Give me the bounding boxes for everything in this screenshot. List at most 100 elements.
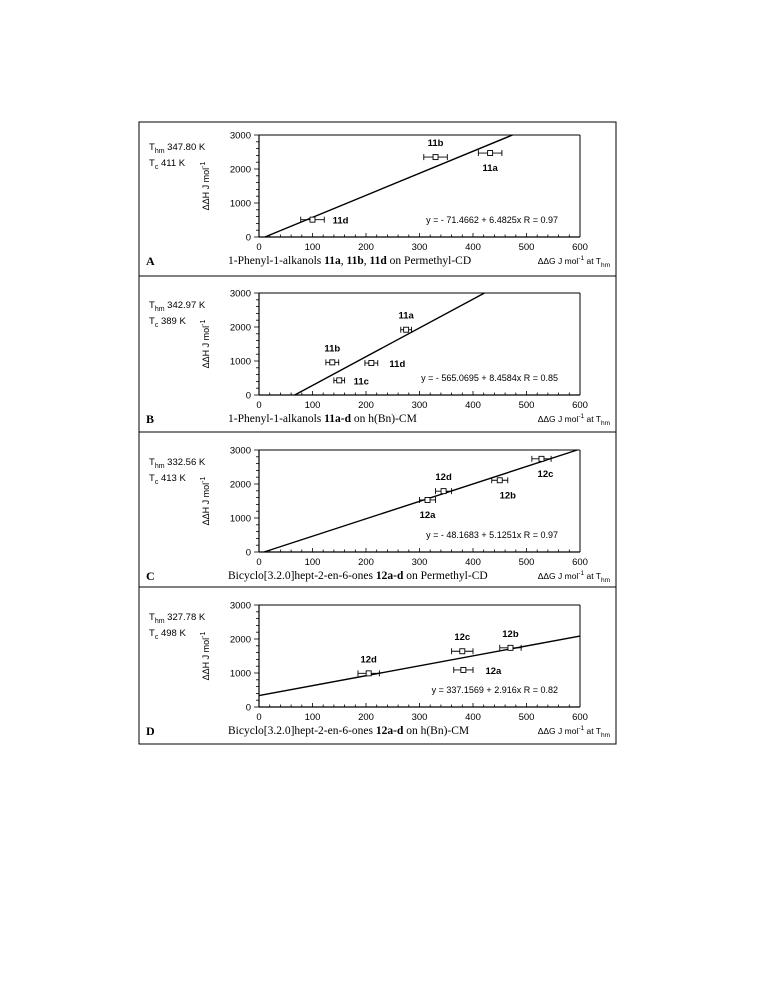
x-axis-title-sub: hm bbox=[601, 262, 610, 269]
x-axis-title-mid: at T bbox=[584, 571, 601, 581]
x-tick-label: 400 bbox=[465, 712, 481, 723]
panel-caption: Bicyclo[3.2.0]hept-2-en-6-ones 12a-d on … bbox=[228, 725, 469, 737]
x-tick-label: 200 bbox=[358, 242, 374, 253]
point-label: 11a bbox=[398, 311, 414, 322]
point-label: 11d bbox=[389, 359, 405, 370]
stat-thm-sub: hm bbox=[155, 148, 165, 155]
caption-part: , bbox=[341, 255, 347, 267]
x-axis-title-main: ΔΔG J mol bbox=[538, 256, 579, 266]
stat-thm-sub: hm bbox=[155, 463, 165, 470]
panel-caption: 1-Phenyl-1-alkanols 11a-d on h(Bn)-CM bbox=[228, 413, 417, 425]
stat-tc-symbol: T bbox=[149, 473, 155, 484]
data-point-11a bbox=[403, 326, 410, 333]
x-tick-label: 0 bbox=[256, 400, 261, 411]
y-tick-label: 1000 bbox=[230, 669, 251, 680]
x-axis-title-mid: at T bbox=[584, 256, 601, 266]
caption-part: 12a-d bbox=[376, 725, 404, 737]
x-axis-title-sup: -1 bbox=[578, 725, 584, 732]
x-axis-title-sup: -1 bbox=[578, 255, 584, 262]
x-tick-label: 0 bbox=[256, 712, 261, 723]
x-tick-label: 600 bbox=[572, 557, 588, 568]
x-tick-label: 200 bbox=[358, 400, 374, 411]
stat-thm-sub: hm bbox=[155, 306, 165, 313]
caption-part: on Permethyl-CD bbox=[387, 255, 471, 267]
data-point-11c bbox=[336, 377, 343, 384]
y-axis-title: ΔΔH J mol-1 bbox=[200, 320, 211, 369]
caption-part: 1-Phenyl-1-alkanols bbox=[228, 413, 324, 425]
x-tick-label: 600 bbox=[572, 400, 588, 411]
point-label: 12c bbox=[538, 469, 554, 480]
data-point-12a bbox=[460, 666, 467, 673]
stat-thm-symbol: T bbox=[149, 457, 155, 468]
x-axis-title-mid: at T bbox=[584, 726, 601, 736]
stat-thm-sub: hm bbox=[155, 618, 165, 625]
caption-part: on h(Bn)-CM bbox=[403, 725, 469, 737]
stat-tc-symbol: T bbox=[149, 158, 155, 169]
x-axis-title: ΔΔG J mol-1 at Thm bbox=[538, 413, 610, 427]
y-axis-title-main: ΔΔH J mol bbox=[201, 168, 211, 211]
x-axis-title-mid: at T bbox=[584, 414, 601, 424]
x-tick-label: 600 bbox=[572, 712, 588, 723]
point-label: 12b bbox=[500, 490, 517, 501]
x-tick-label: 500 bbox=[519, 400, 535, 411]
x-tick-label: 500 bbox=[519, 242, 535, 253]
stat-tc-symbol: T bbox=[149, 316, 155, 327]
panel-letter: A bbox=[146, 254, 155, 268]
stat-tc-value: 498 K bbox=[158, 628, 186, 639]
x-tick-label: 100 bbox=[305, 712, 321, 723]
stat-tc: Tc 498 K bbox=[149, 628, 186, 641]
x-axis-title-main: ΔΔG J mol bbox=[538, 571, 579, 581]
x-tick-label: 500 bbox=[519, 712, 535, 723]
data-point-12c bbox=[538, 455, 545, 462]
stat-thm-symbol: T bbox=[149, 142, 155, 153]
x-tick-label: 600 bbox=[572, 242, 588, 253]
x-axis-title-sup: -1 bbox=[578, 570, 584, 577]
caption-part: 11a-d bbox=[324, 413, 351, 425]
regression-equation: y = - 48.1683 + 5.1251x R = 0.97 bbox=[426, 530, 558, 540]
x-tick-label: 500 bbox=[519, 557, 535, 568]
regression-equation: y = - 71.4662 + 6.4825x R = 0.97 bbox=[426, 215, 558, 225]
point-label: 11d bbox=[333, 216, 349, 227]
y-tick-label: 3000 bbox=[230, 601, 251, 612]
panel-letter: D bbox=[146, 724, 155, 738]
caption-part: Bicyclo[3.2.0]hept-2-en-6-ones bbox=[228, 725, 376, 737]
x-tick-label: 400 bbox=[465, 242, 481, 253]
panel-letter: C bbox=[146, 569, 155, 583]
y-tick-label: 3000 bbox=[230, 446, 251, 457]
x-tick-label: 300 bbox=[412, 400, 428, 411]
y-tick-label: 0 bbox=[246, 703, 251, 714]
x-axis-title-main: ΔΔG J mol bbox=[538, 726, 579, 736]
panel-caption: 1-Phenyl-1-alkanols 11a, 11b, 11d on Per… bbox=[228, 255, 471, 267]
chart-panel-b: 0 100 200 300 400 500 600 0 1000 2000 3000 ΔΔH J mo… bbox=[146, 289, 610, 428]
data-point-11b bbox=[432, 154, 439, 161]
caption-part: , bbox=[364, 255, 370, 267]
figure-frame bbox=[138, 121, 617, 745]
stat-thm-value: 332.56 K bbox=[165, 457, 206, 468]
y-axis-title-sup: -1 bbox=[200, 162, 207, 168]
x-tick-label: 300 bbox=[412, 712, 428, 723]
y-tick-label: 2000 bbox=[230, 165, 251, 176]
point-label: 12a bbox=[485, 666, 502, 677]
stat-tc-value: 411 K bbox=[158, 158, 185, 169]
x-tick-label: 200 bbox=[358, 712, 374, 723]
data-point-11d bbox=[309, 216, 316, 223]
x-axis-title-sub: hm bbox=[601, 732, 610, 739]
point-label: 12d bbox=[435, 472, 452, 483]
data-point-12a bbox=[424, 497, 431, 503]
y-tick-label: 1000 bbox=[230, 199, 251, 210]
stat-tc: Tc 413 K bbox=[149, 473, 186, 486]
stat-tc-value: 413 K bbox=[158, 473, 186, 484]
y-tick-label: 1000 bbox=[230, 514, 251, 525]
x-tick-label: 100 bbox=[305, 557, 321, 568]
fit-line bbox=[294, 292, 485, 396]
chart-panel-c: 0 100 200 300 400 500 600 0 1000 2000 3000 ΔΔH J mo… bbox=[146, 446, 610, 585]
data-point-11d bbox=[368, 360, 375, 366]
point-label: 11b bbox=[324, 343, 340, 354]
point-label: 11c bbox=[354, 376, 369, 387]
fit-line bbox=[258, 635, 581, 697]
caption-part: 1-Phenyl-1-alkanols bbox=[228, 255, 324, 267]
stat-tc-sub: c bbox=[155, 164, 159, 171]
point-label: 11a bbox=[482, 163, 498, 174]
stat-thm: Thm 332.56 K bbox=[149, 457, 206, 470]
point-label: 12c bbox=[454, 632, 470, 643]
